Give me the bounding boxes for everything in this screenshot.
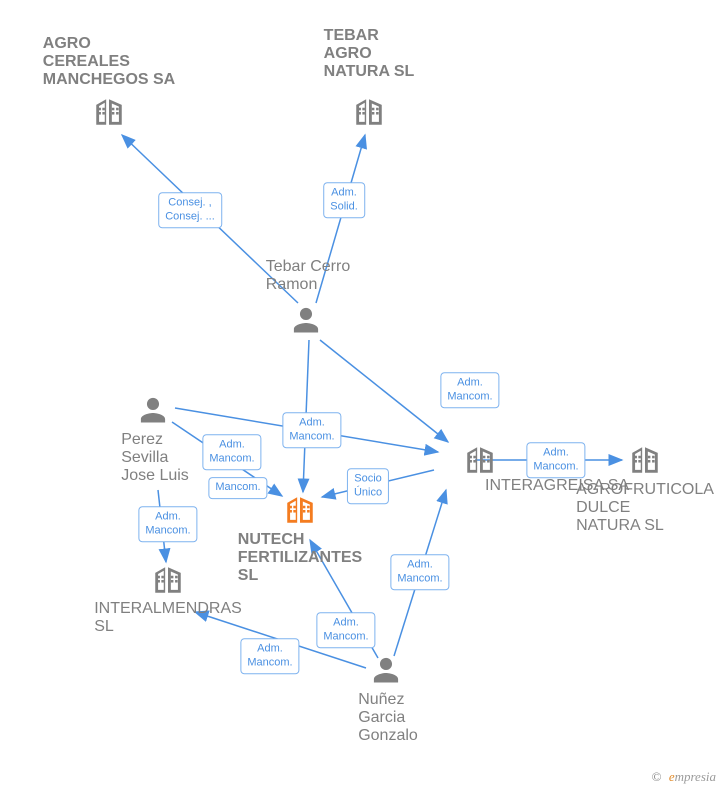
building-icon-wrap [92, 95, 126, 134]
edge-label[interactable]: Consej. , Consej. ... [158, 192, 222, 228]
building-icon-wrap [628, 443, 662, 482]
edge-label[interactable]: Adm. Mancom. [526, 442, 585, 478]
edge-label[interactable]: Adm. Mancom. [316, 612, 375, 648]
edge-label[interactable]: Adm. Mancom. [240, 638, 299, 674]
node-label: NUTECH FERTILIZANTES SL [238, 531, 362, 585]
building-icon [283, 493, 317, 527]
brand-rest: mpresia [675, 769, 716, 784]
node-label: AGRO CEREALES MANCHEGOS SA [43, 35, 175, 89]
watermark: © empresia [652, 769, 716, 785]
node-label: Nuñez Garcia Gonzalo [358, 691, 418, 745]
node-label: TEBAR AGRO NATURA SL [324, 27, 415, 81]
edge-label[interactable]: Socio Único [347, 468, 389, 504]
edge-label[interactable]: Adm. Mancom. [390, 554, 449, 590]
person-icon [138, 395, 168, 425]
building-icon [352, 95, 386, 129]
edge-label[interactable]: Adm. Mancom. [202, 434, 261, 470]
person-icon-wrap [371, 655, 401, 690]
building-icon [151, 563, 185, 597]
building-icon-wrap [352, 95, 386, 134]
person-icon-wrap [291, 305, 321, 340]
node-label: Perez Sevilla Jose Luis [121, 431, 189, 485]
edge-label[interactable]: Adm. Solid. [323, 182, 365, 218]
building-icon-wrap [151, 563, 185, 602]
person-icon [291, 305, 321, 335]
node-label: INTERALMENDRAS SL [94, 600, 242, 636]
node-label: AGROFRUTICOLA DULCE NATURA SL [576, 481, 714, 535]
edge-label[interactable]: Adm. Mancom. [282, 412, 341, 448]
building-icon [92, 95, 126, 129]
edge-label[interactable]: Adm. Mancom. [440, 372, 499, 408]
node-label: Tebar Cerro Ramon [266, 258, 350, 294]
copyright-symbol: © [652, 769, 662, 784]
building-icon [628, 443, 662, 477]
person-icon [371, 655, 401, 685]
building-icon-wrap [283, 493, 317, 532]
edge-label[interactable]: Adm. Mancom. [138, 506, 197, 542]
edge-label[interactable]: Mancom. [208, 477, 267, 499]
building-icon [463, 443, 497, 477]
person-icon-wrap [138, 395, 168, 430]
